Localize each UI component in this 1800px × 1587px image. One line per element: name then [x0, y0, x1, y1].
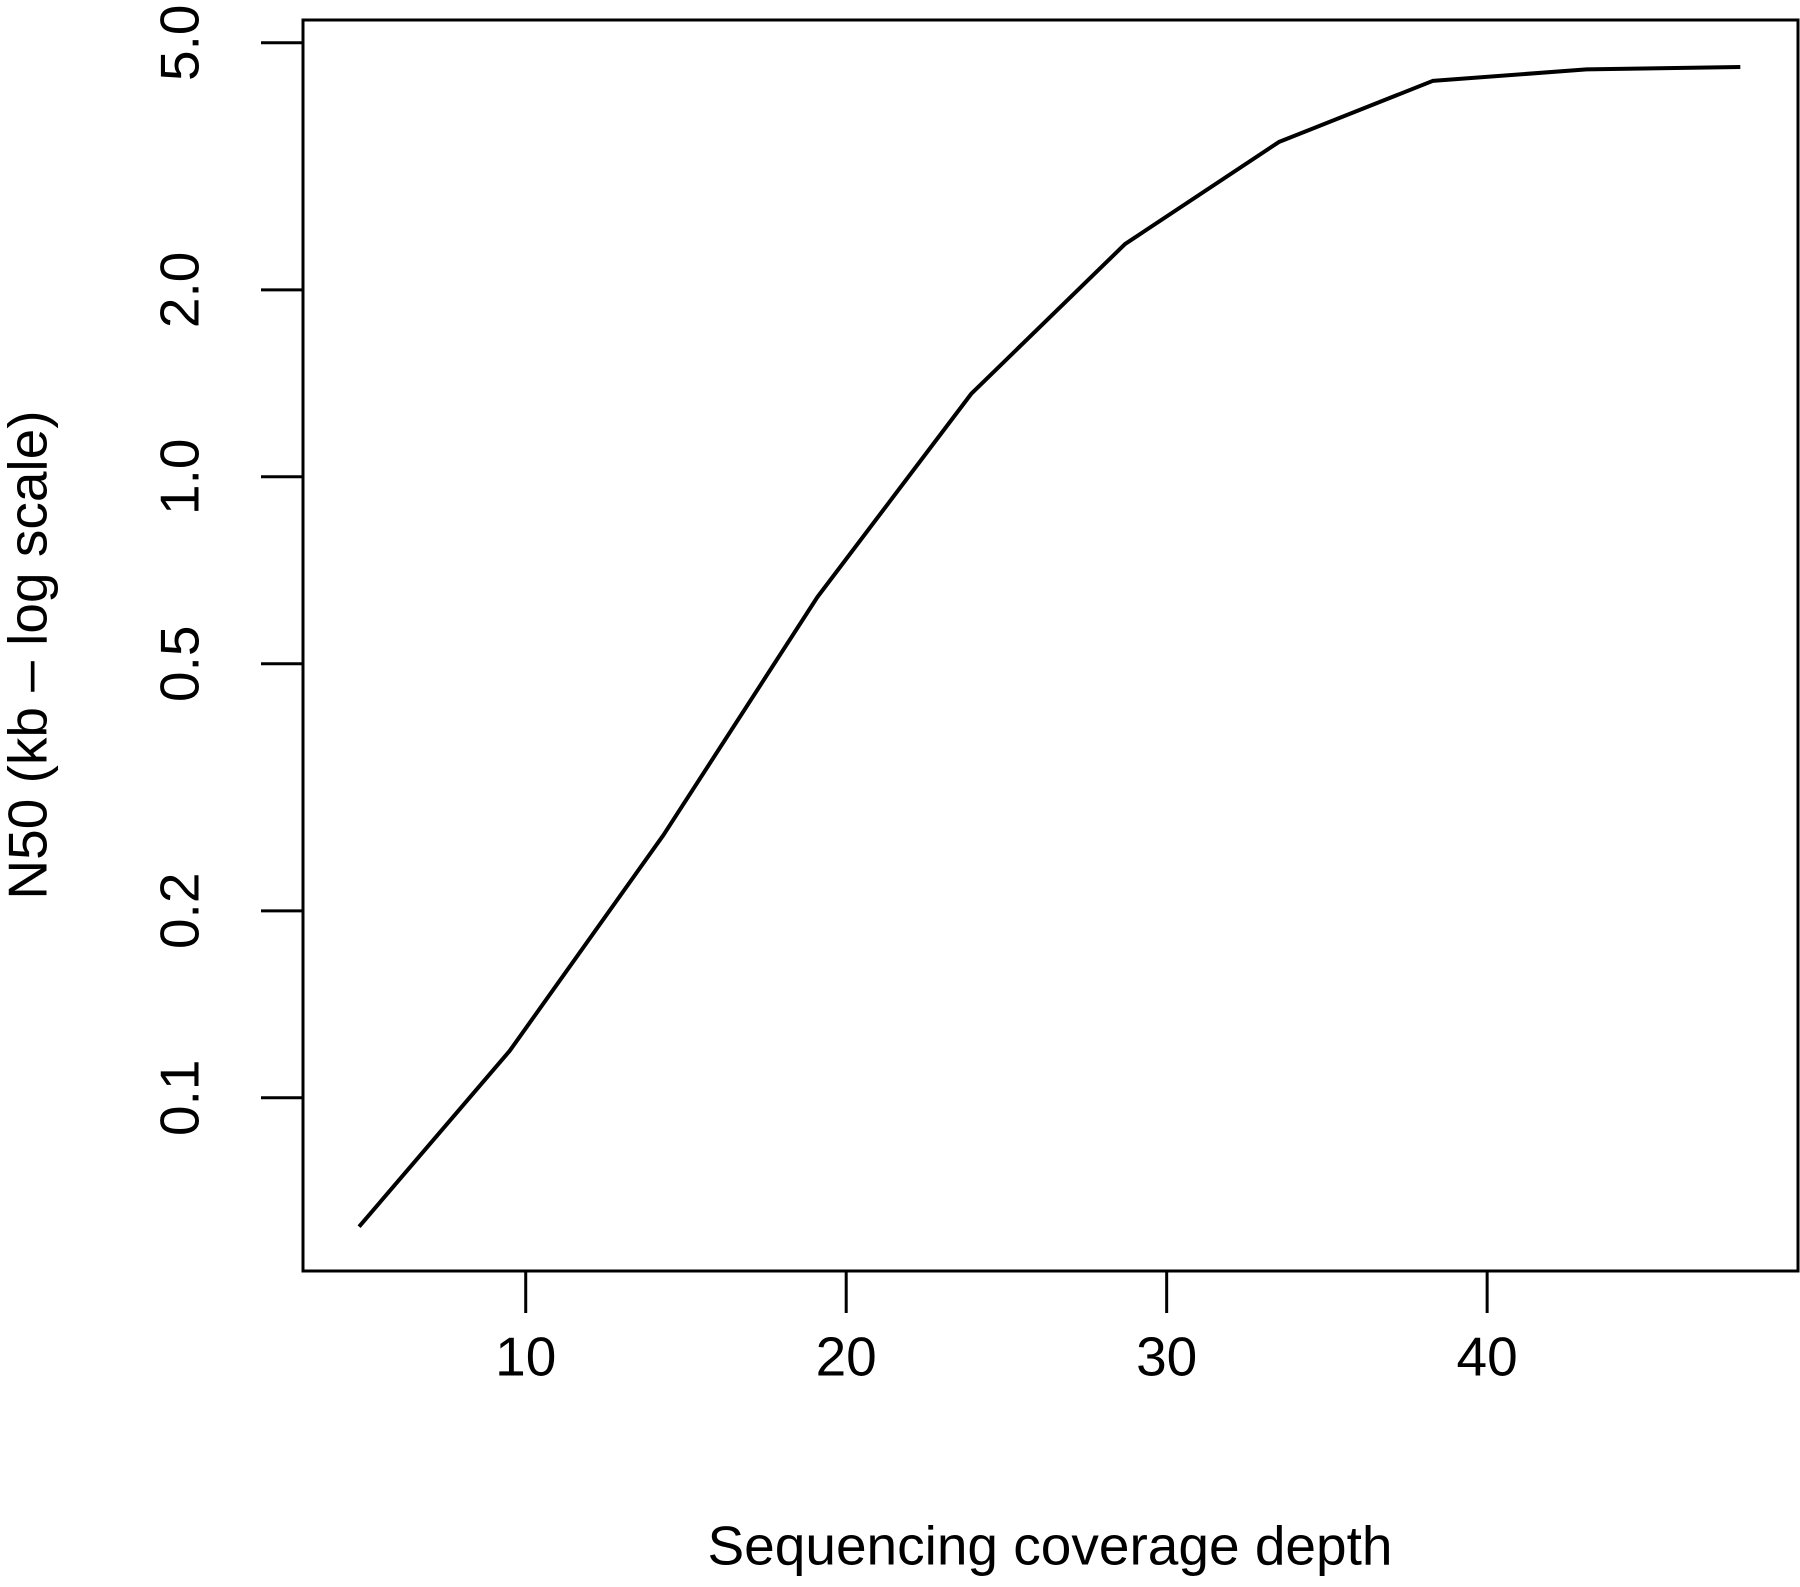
x-tick-label: 10 — [495, 1326, 556, 1388]
x-tick-label: 40 — [1457, 1326, 1518, 1388]
x-tick-label: 30 — [1136, 1326, 1197, 1388]
data-line — [357, 64, 1741, 1228]
y-tick-label: 2.0 — [149, 252, 211, 328]
y-tick-label: 5.0 — [149, 5, 211, 81]
y-tick-label: 0.5 — [149, 625, 211, 701]
plot-frame — [301, 18, 1800, 1273]
y-tick-label: 1.0 — [149, 439, 211, 515]
y-tick-label: 0.2 — [149, 873, 211, 949]
x-axis-title: Sequencing coverage depth — [708, 1515, 1393, 1577]
y-axis-title: N50 (kb – log scale) — [0, 410, 59, 899]
y-tick-label: 0.1 — [149, 1060, 211, 1136]
x-tick-label: 20 — [816, 1326, 877, 1388]
